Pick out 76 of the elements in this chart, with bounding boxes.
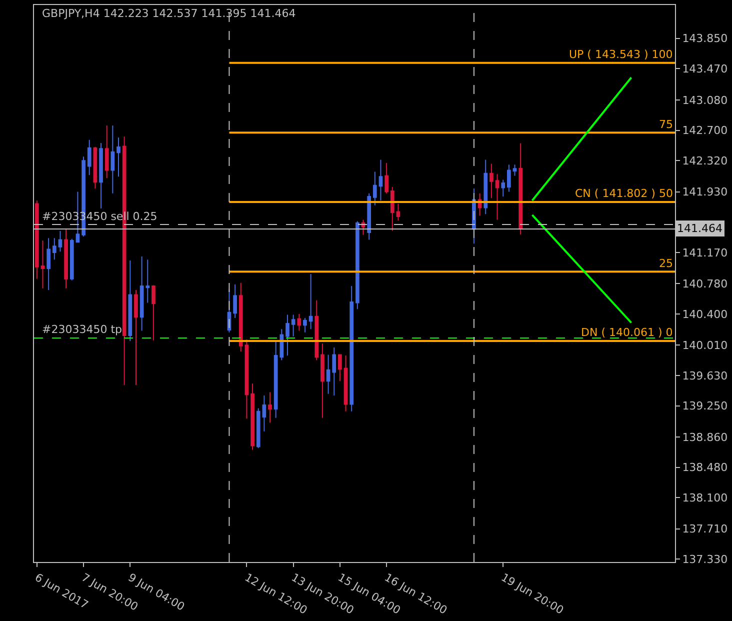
- candlestick: [484, 159, 488, 215]
- candlestick: [291, 314, 296, 337]
- candlestick: [518, 142, 522, 235]
- chart-title: GBPJPY,H4 142.223 142.537 141.395 141.464: [42, 7, 296, 20]
- candlestick: [87, 139, 92, 176]
- candlestick: [140, 256, 144, 332]
- y-tick-label: 142.700: [682, 124, 728, 138]
- y-tick-label: 141.170: [682, 246, 728, 260]
- candlestick: [104, 124, 109, 179]
- y-tick-label: 138.100: [682, 492, 728, 505]
- candlestick: [64, 228, 68, 289]
- candlestick: [233, 284, 237, 318]
- candlestick: [490, 163, 494, 199]
- y-tick-label: 143.850: [682, 32, 728, 46]
- candlestick: [256, 408, 260, 449]
- candlestick: [152, 284, 156, 341]
- candlestick: [46, 238, 50, 291]
- y-tick-label: 138.480: [682, 461, 728, 474]
- candlestick: [262, 394, 266, 432]
- y-tick-label: 139.630: [682, 369, 728, 382]
- y-tick-label: 140.400: [682, 308, 728, 321]
- candlestick: [512, 164, 517, 176]
- candlestick: [501, 179, 506, 198]
- candlestick: [297, 313, 302, 332]
- y-tick-label: 141.930: [682, 186, 728, 199]
- candlestick: [146, 259, 150, 304]
- ref-line-label: #23033450 tp: [42, 323, 122, 336]
- candlestick: [367, 192, 371, 240]
- series-label: 25: [659, 257, 673, 270]
- candlestick: [34, 200, 39, 280]
- candlestick: [326, 354, 330, 394]
- candlestick: [93, 146, 98, 190]
- candlestick: [314, 300, 319, 361]
- y-tick-label: 138.860: [682, 430, 728, 444]
- candlestick: [495, 174, 500, 220]
- y-tick-label: 137.330: [682, 553, 728, 566]
- candlestick: [344, 355, 348, 412]
- candlestick: [350, 286, 354, 412]
- ref-line-label: 141.464: [677, 222, 722, 235]
- candlestick: [110, 124, 115, 194]
- candlestick: [320, 343, 324, 418]
- candlestick: [286, 314, 290, 356]
- candlestick: [128, 260, 132, 342]
- candlestick: [238, 282, 243, 352]
- candlestick: [52, 238, 56, 260]
- candlestick: [134, 290, 138, 386]
- y-tick-label: 143.080: [682, 94, 728, 107]
- y-tick-label: 140.780: [682, 277, 728, 290]
- candlestick: [58, 230, 62, 252]
- series-label: DN ( 140.061 ) 0: [581, 326, 673, 339]
- candlestick: [338, 354, 342, 382]
- candlestick: [99, 142, 103, 210]
- y-tick-label: 137.710: [682, 522, 728, 536]
- series-label: CN ( 141.802 ) 50: [575, 187, 673, 200]
- candlestick: [355, 220, 360, 310]
- candlestick: [332, 347, 336, 396]
- candlestick: [70, 238, 74, 281]
- candlestick: [396, 203, 400, 222]
- candlestick: [250, 382, 254, 450]
- candlestick: [268, 392, 272, 424]
- candlestick: [507, 164, 511, 192]
- candlestick: [40, 240, 45, 289]
- candlestick: [116, 136, 120, 178]
- candlestick: [372, 171, 377, 206]
- candlestick: [378, 159, 383, 202]
- candlestick: [390, 186, 394, 232]
- series-label: UP ( 143.543 ) 100: [569, 48, 673, 61]
- y-tick-label: 139.250: [682, 400, 728, 413]
- y-tick-label: 140.010: [682, 338, 728, 352]
- series-label: 75: [659, 118, 673, 131]
- y-tick-label: 143.470: [682, 62, 728, 76]
- candlestick: [244, 339, 249, 420]
- candlestick: [308, 274, 313, 330]
- candlestick: [303, 317, 307, 333]
- y-tick-label: 142.320: [682, 154, 728, 168]
- candlestick: [384, 162, 388, 194]
